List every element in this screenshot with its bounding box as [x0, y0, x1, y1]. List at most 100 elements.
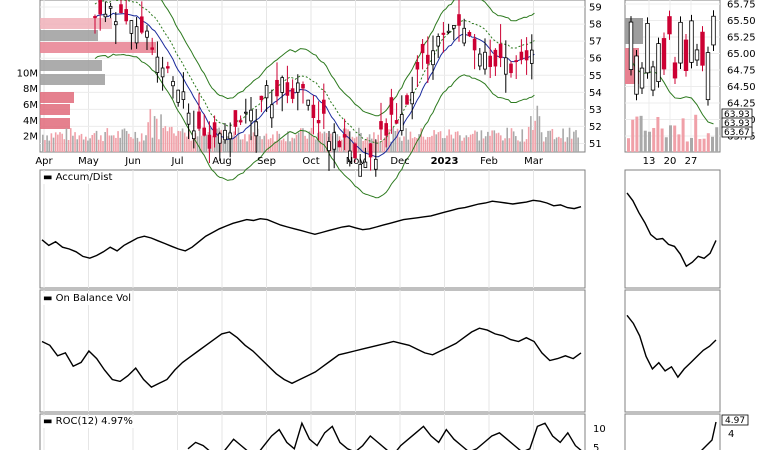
candle-body — [498, 43, 503, 59]
volume-bar — [198, 128, 201, 152]
axis-labels: Apr May Jun Jul Aug Sep Oct Nov Dec 2023 Feb Mar 51 5… — [17, 0, 756, 454]
volume-bar — [416, 138, 418, 152]
zoom-candle-body — [711, 15, 716, 46]
price-candles — [93, 0, 534, 177]
volume-bar — [52, 137, 55, 152]
volume-bar — [545, 137, 547, 152]
volume-bar — [577, 137, 579, 152]
volume-bar — [104, 132, 106, 152]
candle-body — [488, 55, 492, 67]
volume-bar — [340, 139, 343, 152]
volume-bar — [343, 128, 345, 152]
candle-body — [451, 25, 456, 29]
candle-body — [379, 121, 383, 130]
volume-bar — [330, 133, 332, 152]
volume-bar — [54, 132, 57, 152]
candle-body — [108, 5, 113, 9]
volume-bar — [140, 133, 143, 152]
zoom-candle-body — [700, 31, 705, 66]
volume-bar — [235, 136, 238, 152]
month-tick-label: Feb — [480, 156, 498, 167]
candle-body — [477, 53, 482, 67]
roc-line — [187, 421, 584, 454]
volume-bar — [119, 137, 121, 152]
volume-bar — [317, 132, 319, 152]
volume-bar — [515, 136, 517, 152]
volume-bar — [72, 135, 74, 152]
volume-bar — [532, 129, 534, 152]
volume-bar — [244, 134, 246, 152]
last-value-label: 63.67 — [724, 128, 750, 138]
zoom-candle-body — [689, 20, 694, 63]
volume-bar — [521, 129, 524, 152]
volume-bar — [570, 138, 573, 152]
volume-bar — [267, 139, 270, 152]
price-tick-label: 59 — [589, 3, 602, 14]
zoom-price-tick-label: 65.75 — [727, 0, 756, 11]
volume-bar — [188, 129, 190, 152]
candle-body — [337, 141, 342, 148]
roc-tick-label: 10 — [593, 424, 606, 435]
obv-line — [41, 327, 582, 388]
volume-bar — [323, 131, 326, 152]
volume-bar — [145, 135, 147, 152]
zoom-volume-bar — [627, 138, 630, 152]
volume-bar — [246, 141, 248, 152]
volume-profile-bar — [40, 60, 102, 71]
candle-body — [139, 16, 144, 33]
volume-bar — [390, 141, 392, 152]
zoom-volume-bar — [681, 118, 685, 152]
volume-bar — [125, 131, 128, 152]
volume-profile-bar — [40, 74, 105, 85]
volume-bar — [469, 134, 472, 152]
volume-bar — [138, 141, 141, 152]
month-tick-label: May — [78, 156, 99, 167]
volume-bar — [530, 116, 532, 152]
roc-zoom-tick-label: 4 — [728, 429, 734, 440]
volume-bar — [321, 133, 324, 152]
volume-profile-bar — [40, 30, 98, 41]
candle-body — [181, 91, 186, 100]
volume-bar — [82, 139, 85, 152]
volume-bar — [295, 134, 298, 152]
volume-bar — [282, 138, 285, 152]
volume-bar — [57, 134, 59, 152]
zoom-bollinger — [630, 59, 714, 125]
zoom-candles — [628, 10, 716, 106]
volume-bar — [65, 128, 68, 152]
volume-bar — [362, 140, 364, 152]
indicator-lines — [41, 192, 717, 454]
volume-bar — [46, 135, 48, 152]
price-tick-label: 52 — [589, 122, 602, 133]
volume-bar — [272, 134, 274, 152]
zoom-volume-bar — [631, 119, 635, 152]
candle-body — [530, 49, 534, 64]
zoom-profile-bar — [625, 18, 643, 44]
volume-bar — [177, 130, 180, 152]
candle-body — [191, 130, 196, 140]
volume-bar — [364, 139, 367, 152]
volume-bar — [95, 130, 98, 152]
volume-bar — [287, 131, 289, 152]
volume-bar — [444, 138, 446, 152]
volume-bar — [413, 137, 416, 152]
volume-bar — [459, 135, 461, 152]
candle-body — [384, 123, 388, 136]
candle-body — [472, 38, 477, 51]
candle-body — [155, 56, 160, 73]
candle-body — [462, 27, 466, 44]
candle-body — [124, 9, 129, 22]
volume-bar — [80, 133, 83, 152]
volume-bar — [463, 137, 465, 152]
zoom-candle-body — [645, 23, 650, 74]
volume-bar — [564, 141, 567, 152]
last-value-label: 63.93 — [724, 119, 750, 129]
volume-bar — [542, 141, 545, 152]
volume-bar — [211, 135, 214, 152]
volume-bar — [205, 134, 207, 152]
volume-bar — [474, 130, 476, 152]
volume-bar — [441, 138, 444, 152]
volume-bar — [392, 127, 395, 152]
zoom-candle-body — [678, 21, 683, 64]
